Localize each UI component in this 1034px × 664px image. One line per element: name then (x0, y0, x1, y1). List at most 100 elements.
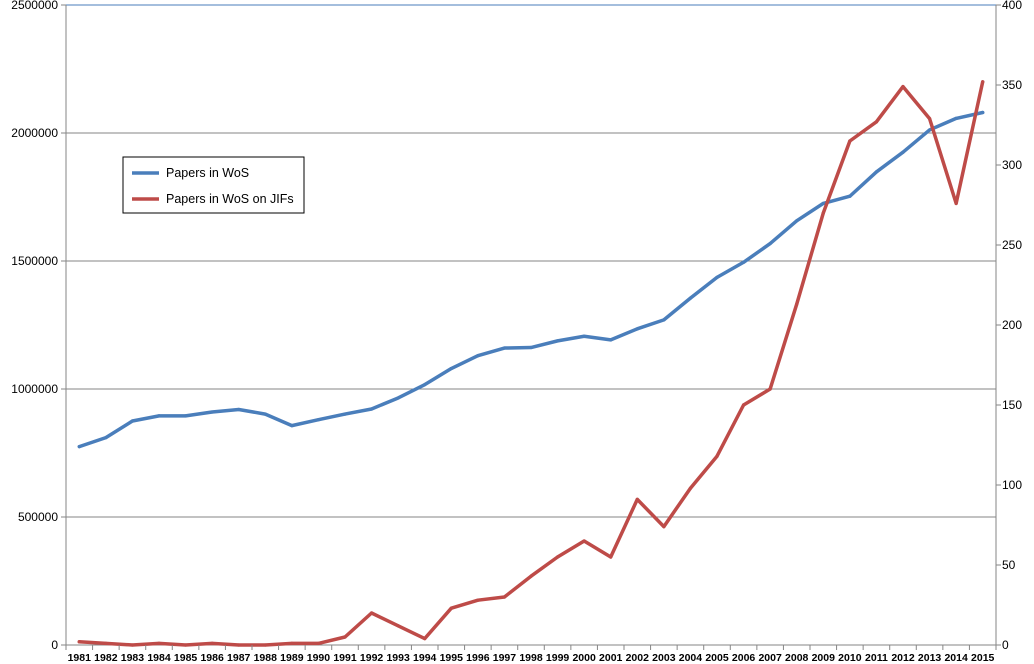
x-tick-label-1981: 1981 (68, 652, 92, 664)
x-tick-label-2014: 2014 (944, 652, 968, 664)
x-tick-label-1995: 1995 (440, 652, 464, 664)
data-point-papers-in-wos-1985 (183, 414, 188, 418)
data-point-papers-in-wos-on-jifs-2013 (927, 117, 932, 121)
x-tick-label-2015: 2015 (971, 652, 995, 664)
data-point-papers-in-wos-on-jifs-2002 (635, 497, 639, 501)
data-point-papers-in-wos-on-jifs-2000 (582, 539, 586, 543)
data-point-papers-in-wos-2001 (609, 338, 613, 342)
data-point-papers-in-wos-on-jifs-2005 (715, 454, 719, 458)
right-tick-label-100: 100 (1002, 478, 1022, 492)
data-point-papers-in-wos-1990 (316, 418, 321, 422)
data-point-papers-in-wos-1981 (77, 445, 81, 449)
legend-label-papers-in-wos: Papers in WoS (166, 166, 249, 180)
x-tick-label-1998: 1998 (519, 652, 543, 664)
x-tick-label-2009: 2009 (812, 652, 836, 664)
x-tick-label-1993: 1993 (386, 652, 410, 664)
x-tick-label-2006: 2006 (732, 652, 756, 664)
data-point-papers-in-wos-2009 (821, 201, 825, 205)
right-tick-label-400: 400 (1002, 0, 1022, 12)
data-point-papers-in-wos-1983 (130, 419, 135, 423)
right-tick-label-250: 250 (1002, 238, 1022, 252)
right-tick-label-350: 350 (1002, 78, 1022, 92)
data-point-papers-in-wos-1988 (263, 412, 267, 416)
left-tick-label-1500000: 1500000 (11, 254, 58, 268)
data-point-papers-in-wos-on-jifs-1988 (263, 643, 267, 647)
data-point-papers-in-wos-2004 (688, 296, 693, 300)
data-point-papers-in-wos-1991 (343, 412, 347, 416)
right-tick-label-200: 200 (1002, 318, 1022, 332)
x-tick-label-1985: 1985 (174, 652, 198, 664)
x-tick-label-2004: 2004 (679, 652, 703, 664)
data-point-papers-in-wos-on-jifs-1987 (237, 643, 241, 647)
data-point-papers-in-wos-on-jifs-2001 (609, 555, 613, 559)
data-point-papers-in-wos-2015 (981, 110, 985, 115)
data-point-papers-in-wos-on-jifs-1996 (476, 598, 480, 602)
data-point-papers-in-wos-2008 (795, 219, 799, 223)
data-point-papers-in-wos-on-jifs-1993 (396, 624, 400, 628)
data-point-papers-in-wos-1984 (157, 414, 161, 418)
data-point-papers-in-wos-on-jifs-1984 (157, 641, 161, 646)
x-tick-label-1996: 1996 (466, 652, 490, 664)
data-point-papers-in-wos-2011 (874, 170, 879, 174)
axes (65, 5, 997, 646)
data-point-papers-in-wos-1997 (502, 346, 507, 350)
x-tick-label-2001: 2001 (599, 652, 623, 664)
data-point-papers-in-wos-1995 (449, 366, 453, 371)
right-tick-label-300: 300 (1002, 158, 1022, 172)
data-point-papers-in-wos-on-jifs-1981 (77, 640, 81, 644)
data-point-papers-in-wos-on-jifs-2012 (901, 85, 905, 89)
data-point-papers-in-wos-on-jifs-1991 (343, 635, 347, 639)
right-tick-label-150: 150 (1002, 398, 1022, 412)
x-tick-label-2010: 2010 (838, 652, 862, 664)
x-tick-label-1994: 1994 (413, 652, 437, 664)
data-point-papers-in-wos-on-jifs-1998 (529, 574, 533, 578)
data-point-papers-in-wos-on-jifs-2006 (741, 403, 746, 407)
data-point-papers-in-wos-on-jifs-1989 (290, 641, 294, 646)
data-point-papers-in-wos-1986 (210, 410, 214, 414)
left-tick-label-0: 0 (51, 638, 58, 652)
x-tick-label-1991: 1991 (333, 652, 357, 664)
data-point-papers-in-wos-on-jifs-1982 (104, 641, 108, 646)
x-tick-label-1992: 1992 (360, 652, 384, 664)
x-tick-label-1997: 1997 (493, 652, 517, 664)
x-axis-tick-labels: 1981 1982 1983 1984 1985 1986 1987 1988 1989 1990… (65, 645, 997, 664)
data-point-papers-in-wos-on-jifs-2007 (768, 387, 772, 391)
data-point-papers-in-wos-on-jifs-1990 (316, 641, 321, 646)
gridlines (66, 4, 996, 518)
data-point-papers-in-wos-2007 (768, 241, 772, 246)
right-tick-label-50: 50 (1002, 558, 1016, 572)
left-tick-label-2500000: 2500000 (11, 0, 58, 12)
data-point-papers-in-wos-1982 (104, 436, 108, 440)
data-point-papers-in-wos-on-jifs-1986 (210, 641, 214, 646)
data-point-papers-in-wos-on-jifs-2003 (662, 525, 666, 529)
data-point-papers-in-wos-on-jifs-2014 (954, 201, 958, 205)
x-tick-label-1982: 1982 (94, 652, 118, 664)
left-tick-label-2000000: 2000000 (11, 126, 58, 140)
data-point-papers-in-wos-on-jifs-1995 (449, 606, 453, 610)
legend: Papers in WoS Papers in WoS on JIFs (122, 156, 305, 214)
data-point-papers-in-wos-1987 (237, 407, 241, 412)
data-point-papers-in-wos-1993 (396, 396, 400, 400)
x-tick-label-2013: 2013 (918, 652, 942, 664)
x-tick-label-1983: 1983 (121, 652, 145, 664)
x-tick-label-2012: 2012 (891, 652, 915, 664)
x-tick-label-1989: 1989 (280, 652, 304, 664)
left-tick-label-1000000: 1000000 (11, 382, 58, 396)
data-point-papers-in-wos-on-jifs-1999 (555, 555, 560, 559)
data-point-papers-in-wos-2012 (901, 150, 905, 154)
data-point-papers-in-wos-on-jifs-2009 (821, 211, 825, 215)
data-point-papers-in-wos-on-jifs-1985 (183, 643, 188, 647)
data-point-papers-in-wos-on-jifs-1994 (423, 637, 427, 641)
data-point-papers-in-wos-2010 (848, 194, 852, 198)
data-point-papers-in-wos-2003 (662, 318, 666, 322)
x-tick-label-1999: 1999 (546, 652, 570, 664)
data-point-papers-in-wos-1999 (555, 339, 560, 343)
x-tick-label-1988: 1988 (254, 652, 278, 664)
right-tick-label-0: 0 (1002, 638, 1009, 652)
x-tick-label-2002: 2002 (626, 652, 650, 664)
data-point-papers-in-wos-on-jifs-2008 (795, 302, 799, 306)
x-tick-label-1986: 1986 (200, 652, 224, 664)
data-point-papers-in-wos-on-jifs-2004 (688, 486, 693, 490)
data-point-papers-in-wos-2006 (741, 260, 746, 264)
right-axis-tick-labels: 0 50 100 150 200 250 300 350 400 (996, 0, 1022, 652)
